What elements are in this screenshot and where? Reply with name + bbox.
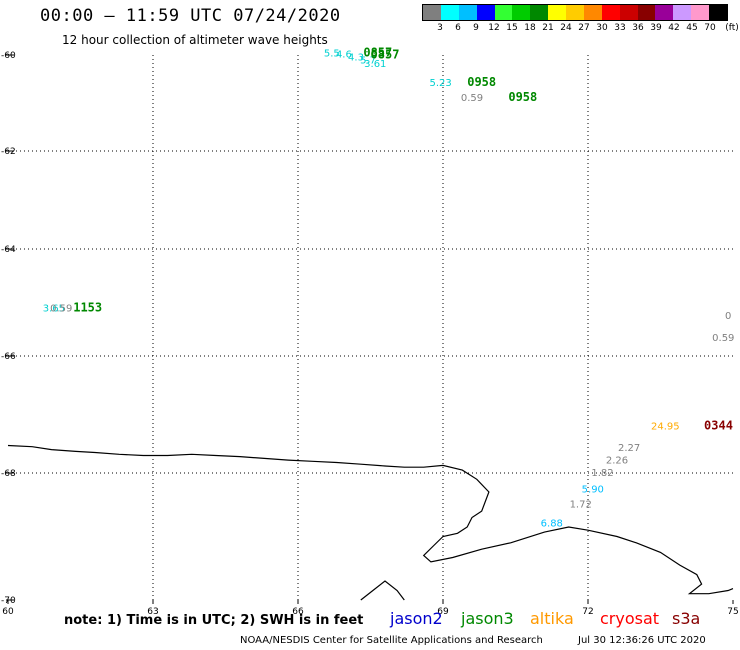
latitude-tick-label: -66 (1, 352, 16, 362)
wave-height-label: 5.90 (582, 485, 604, 496)
latitude-tick-label: -70 (1, 596, 16, 606)
wave-height-label: 0.59 (461, 93, 483, 104)
legend-tick-label: 27 (578, 23, 590, 33)
map-subtitle: 12 hour collection of altimeter wave hei… (62, 33, 328, 47)
wave-height-label: 3.61 (364, 59, 386, 70)
wave-height-label: 5.5 (324, 48, 340, 59)
map-axes: 60 63 66 69 72 75 -60 -62 -64 -66 -68 -70 (1, 51, 739, 617)
longitude-tick-label: 60 (2, 607, 14, 617)
wave-height-label: 24.95 (651, 422, 680, 433)
longitude-tick-label: 63 (147, 607, 158, 617)
legend-tick-labels: 3 6 9 12 15 18 21 24 27 30 33 36 39 42 45 70 (ft) (422, 23, 739, 37)
legend-unit: (ft) (725, 23, 739, 33)
satellite-s3a: s3a (672, 609, 701, 628)
legend-tick-label: 6 (455, 23, 461, 33)
legend-swatch (673, 5, 692, 20)
legend-swatch (583, 5, 602, 20)
latitude-tick-label: -60 (1, 51, 16, 61)
map-title: 00:00 – 11:59 UTC 07/24/2020 (40, 6, 341, 26)
legend-swatch (566, 5, 584, 20)
wave-height-label: 1.82 (591, 468, 613, 479)
wave-height-label: 2.26 (606, 456, 628, 467)
legend-tick-label: 15 (506, 23, 518, 33)
legend-tick-label: 9 (473, 23, 479, 33)
generation-timestamp: Jul 30 12:36:26 UTC 2020 (578, 635, 706, 646)
legend-tick-label: 36 (632, 23, 644, 33)
longitude-tick-label: 75 (727, 607, 738, 617)
credit-line: NOAA/NESDIS Center for Satellite Applica… (240, 635, 543, 646)
wave-height-label: 0.59 (50, 304, 72, 315)
wave-height-label: 3.65 (43, 304, 65, 315)
legend-tick-label: 39 (650, 23, 662, 33)
satellite-cryosat: cryosat (600, 609, 660, 628)
observation-time-label: 0857 (363, 45, 392, 59)
legend-color-scale (422, 4, 728, 21)
latitude-tick-label: -62 (1, 147, 16, 157)
legend-swatch (530, 5, 549, 20)
wave-height-label: 5.7 (360, 56, 376, 67)
longitude-tick-label: 69 (437, 607, 449, 617)
lat-lon-grid (8, 55, 733, 600)
longitude-tick-label: 66 (292, 607, 304, 617)
footer-note: note: 1) Time is in UTC; 2) SWH is in fe… (64, 613, 364, 628)
legend-tick-label: 24 (560, 23, 572, 33)
legend-tick-label: 45 (686, 23, 698, 33)
legend-swatch (512, 5, 531, 20)
observation-time-label: 0958 (467, 75, 496, 89)
legend-swatch (548, 5, 566, 20)
wave-height-label: 1.72 (570, 499, 592, 510)
wave-height-label: 2.27 (618, 443, 640, 454)
legend-swatch (709, 5, 727, 20)
legend-tick-label: 18 (524, 23, 536, 33)
observation-time-label: 0958 (508, 90, 537, 104)
legend-tick-label: 21 (542, 23, 554, 33)
observation-time-label: 0857 (371, 47, 400, 61)
legend-swatch (423, 5, 441, 20)
legend-swatch (655, 5, 674, 20)
legend-swatch (601, 5, 620, 20)
legend-tick-label: 33 (614, 23, 626, 33)
wave-height-label: 4.6 (336, 49, 352, 60)
wave-height-legend: 3 6 9 12 15 18 21 24 27 30 33 36 39 42 45 70 (ft) (422, 4, 739, 37)
wave-height-label: 6.88 (541, 518, 563, 529)
observation-time-label: 1153 (73, 301, 102, 315)
antarctic-coastline (7, 444, 734, 595)
satellite-jason2: jason2 (390, 609, 443, 628)
observation-time-label: 0344 (704, 419, 733, 433)
legend-swatch (494, 5, 513, 20)
satellite-altika: altika (530, 609, 574, 628)
legend-swatch (440, 5, 459, 20)
legend-tick-label: 3 (437, 23, 443, 33)
legend-tick-label: 30 (596, 23, 608, 33)
legend-swatch (619, 5, 638, 20)
legend-swatch (637, 5, 656, 20)
wave-height-label: 5.23 (429, 78, 451, 89)
wave-height-label: 4.3 (348, 52, 364, 63)
legend-tick-label: 12 (488, 23, 500, 33)
wave-height-label: 0 (725, 311, 731, 322)
satellite-jason3: jason3 (461, 609, 514, 628)
longitude-tick-label: 72 (582, 607, 593, 617)
legend-swatch (691, 5, 709, 20)
legend-tick-label: 70 (704, 23, 716, 33)
wave-height-label: 0.59 (712, 333, 734, 344)
legend-swatch (476, 5, 495, 20)
legend-swatch (458, 5, 477, 20)
latitude-tick-label: -64 (1, 245, 16, 255)
legend-tick-label: 42 (668, 23, 680, 33)
antarctic-coastline-inset (360, 580, 405, 601)
latitude-tick-label: -68 (1, 469, 16, 479)
